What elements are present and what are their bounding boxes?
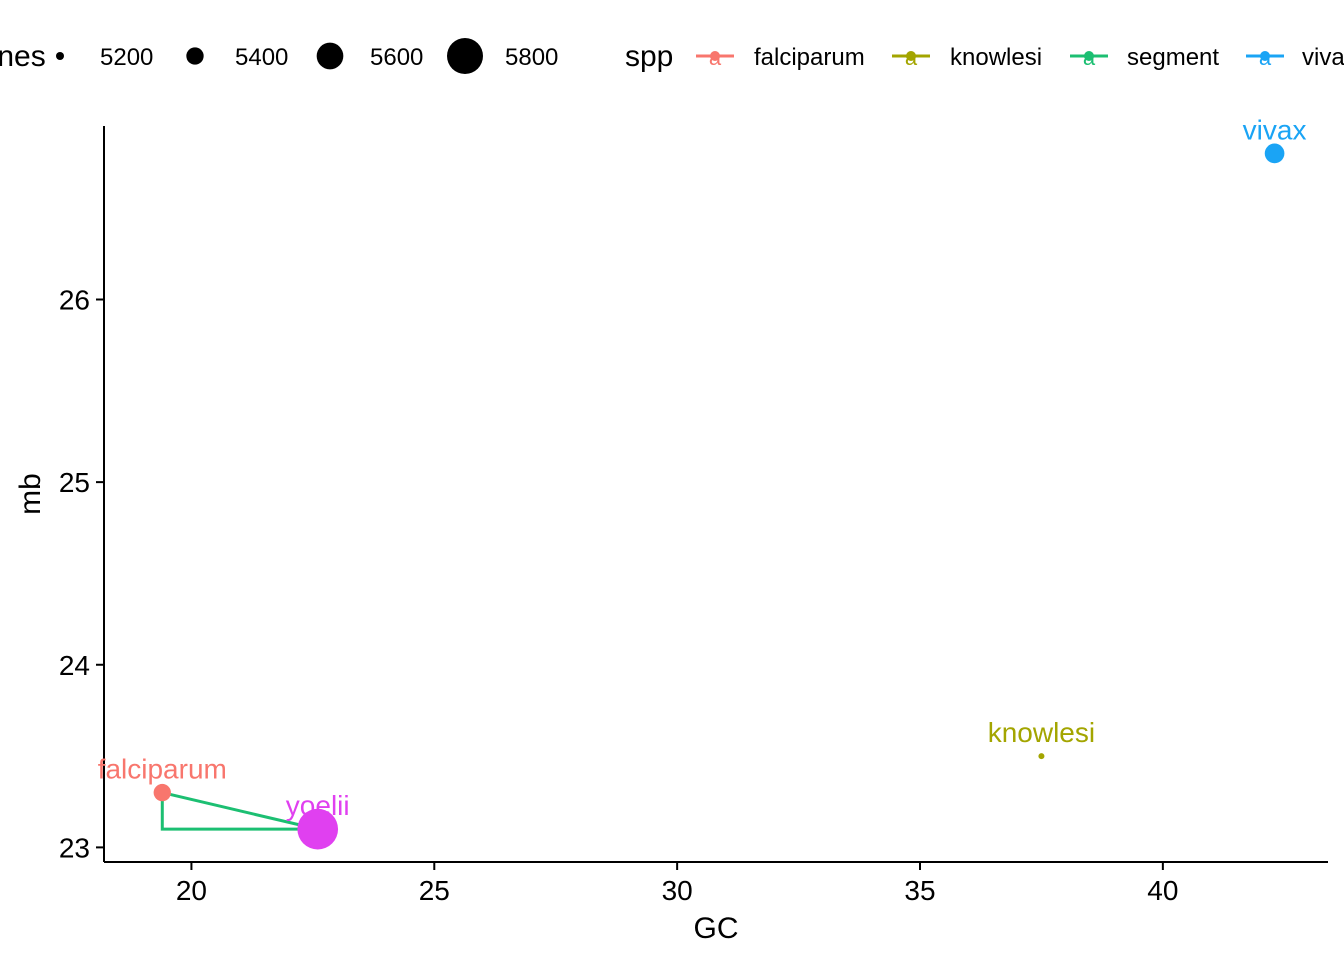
color-legend-label: vivax: [1302, 44, 1344, 71]
color-legend-key-glyph: a: [1083, 45, 1096, 70]
color-legend-key-glyph: a: [1259, 45, 1272, 70]
point-label-vivax: vivax: [1243, 114, 1307, 145]
y-tick-label: 24: [59, 650, 90, 681]
segment-line: [160, 791, 319, 831]
color-legend-key-glyph: a: [709, 45, 722, 70]
x-tick-label: 20: [176, 875, 207, 906]
size-legend-key: [316, 42, 344, 70]
x-axis-title: GC: [694, 912, 739, 945]
size-legend-title: genes: [0, 40, 46, 73]
point-knowlesi: [1038, 753, 1045, 760]
color-legend-key-point: [1084, 51, 1094, 61]
color-legend-title: spp: [625, 40, 673, 73]
point-falciparum: [153, 783, 171, 802]
color-legend-key-point: [1260, 51, 1270, 61]
point-vivax: [1264, 143, 1285, 164]
y-axis-title: mb: [14, 473, 47, 515]
x-tick-label: 35: [904, 875, 935, 906]
size-legend-label: 5200: [100, 44, 153, 71]
size-legend-label: 5400: [235, 44, 288, 71]
color-legend-label: segment: [1127, 44, 1219, 71]
color-legend-key-point: [906, 51, 916, 61]
point-label-knowlesi: knowlesi: [988, 717, 1095, 748]
point-label-falciparum: falciparum: [98, 754, 227, 785]
x-tick-label: 40: [1147, 875, 1178, 906]
y-tick-label: 23: [59, 832, 90, 863]
y-tick-label: 26: [59, 284, 90, 315]
color-legend-label: falciparum: [754, 44, 865, 71]
point-label-yoelii: yoelii: [286, 790, 350, 821]
size-legend-label: 5800: [505, 44, 558, 71]
color-legend-label: knowlesi: [950, 44, 1042, 71]
point-yoelii: [297, 808, 339, 850]
y-tick-label: 25: [59, 467, 90, 498]
x-tick-label: 30: [662, 875, 693, 906]
legend: genes 5200 5400 5600 5800 spp a falciparum a know…: [0, 38, 1344, 74]
size-legend-key: [56, 52, 64, 60]
size-legend-key: [186, 47, 204, 65]
x-tick-label: 25: [419, 875, 450, 906]
size-legend-label: 5600: [370, 44, 423, 71]
plot-area: 20 25 30 35 40 23 24 25 26 GC mb falciparum knowlesi…: [14, 114, 1328, 945]
color-legend-key-glyph: a: [905, 45, 918, 70]
color-legend-key-point: [710, 51, 720, 61]
size-legend-key: [447, 38, 483, 74]
